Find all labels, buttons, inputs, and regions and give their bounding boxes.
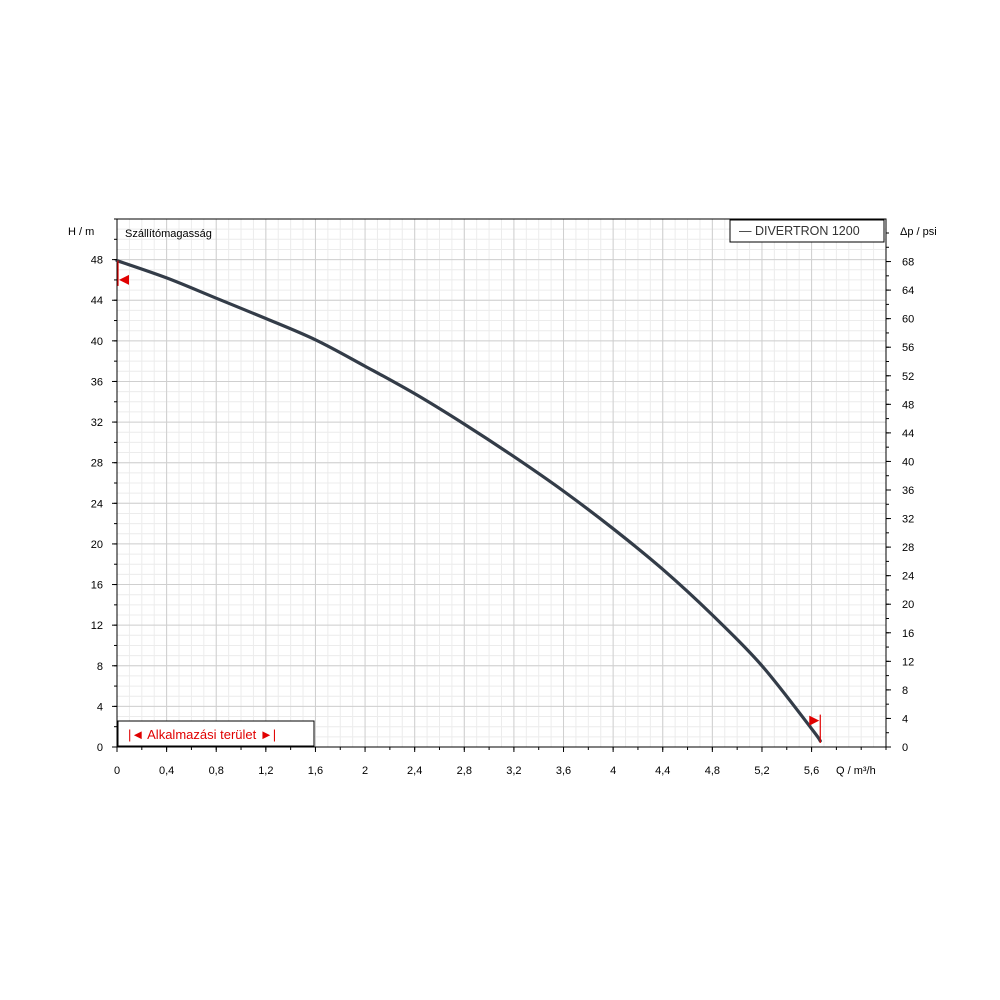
- x-tick-label: 0: [114, 765, 120, 777]
- y2-tick-label: 0: [902, 742, 908, 754]
- y-tick-label: 36: [91, 376, 103, 388]
- x-tick-label: 3,6: [556, 765, 571, 777]
- x-axis-title: Q / m³/h: [836, 765, 876, 777]
- y-tick-label: 0: [97, 742, 103, 754]
- grid: [116, 218, 887, 748]
- x-tick-label: 4,8: [705, 765, 720, 777]
- y-tick-label: 40: [91, 336, 103, 348]
- y2-tick-label: 48: [902, 399, 914, 411]
- y-tick-label: 20: [91, 539, 103, 551]
- y2-tick-label: 12: [902, 656, 914, 668]
- y2-tick-label: 28: [902, 542, 914, 554]
- y2-tick-label: 8: [902, 685, 908, 697]
- y-tick-label: 28: [91, 458, 103, 470]
- y2-tick-label: 64: [902, 285, 914, 297]
- y-tick-label: 4: [97, 701, 103, 713]
- y2-tick-label: 68: [902, 257, 914, 269]
- curve-layer: [115, 259, 822, 743]
- x-tick-label: 2,4: [407, 765, 422, 777]
- y-tick-label: 32: [91, 417, 103, 429]
- x-tick-label: 0,4: [159, 765, 174, 777]
- y2-tick-label: 16: [902, 628, 914, 640]
- y2-tick-label: 44: [902, 428, 914, 440]
- x-tick-label: 0,8: [209, 765, 224, 777]
- y-tick-label: 12: [91, 620, 103, 632]
- legend-box: [729, 219, 885, 243]
- y2-axis-title: Δp / psi: [900, 226, 937, 238]
- x-tick-label: 5,6: [804, 765, 819, 777]
- x-tick-label: 1,6: [308, 765, 323, 777]
- chart-title: Szállítómagasság: [125, 228, 212, 240]
- range-end-marker: [809, 715, 820, 726]
- x-tick-label: 2: [362, 765, 368, 777]
- y2-tick-label: 40: [902, 456, 914, 468]
- application-range-label: |◄ Alkalmazási terület ►|: [128, 727, 276, 742]
- x-tick-label: 5,2: [754, 765, 769, 777]
- y2-tick-label: 36: [902, 485, 914, 497]
- x-tick-label: 2,8: [457, 765, 472, 777]
- y2-tick-label: 4: [902, 713, 908, 725]
- y2-tick-label: 24: [902, 571, 914, 583]
- y2-tick-label: 32: [902, 514, 914, 526]
- legend: — DIVERTRON 1200: [729, 219, 885, 243]
- range-start-marker: [119, 274, 129, 285]
- x-tick-label: 1,2: [258, 765, 273, 777]
- legend-entry-divertron-1200: — DIVERTRON 1200: [739, 224, 860, 238]
- y-tick-label: 24: [91, 498, 103, 510]
- x-tick-label: 3,2: [506, 765, 521, 777]
- y-tick-label: 16: [91, 580, 103, 592]
- x-tick-label: 4,4: [655, 765, 670, 777]
- axes: 0 0,4 0,8 1,2 1,6 2 2,4 2,8 3,2 3,6 4 4,4 4,8 5,2 5,6 0…: [91, 218, 914, 777]
- y2-tick-label: 20: [902, 599, 914, 611]
- x-tick-label: 4: [610, 765, 616, 777]
- range-box-frame: [117, 720, 315, 747]
- application-range-box: |◄ Alkalmazási terület ►|: [117, 720, 315, 747]
- series-line-divertron-1200: [115, 259, 822, 743]
- y-axis-title: H / m: [68, 226, 94, 238]
- y2-tick-label: 52: [902, 371, 914, 383]
- y2-tick-label: 56: [902, 342, 914, 354]
- y2-tick-label: 60: [902, 314, 914, 326]
- y-tick-label: 48: [91, 255, 103, 267]
- y-tick-label: 44: [91, 295, 103, 307]
- y-tick-label: 8: [97, 661, 103, 673]
